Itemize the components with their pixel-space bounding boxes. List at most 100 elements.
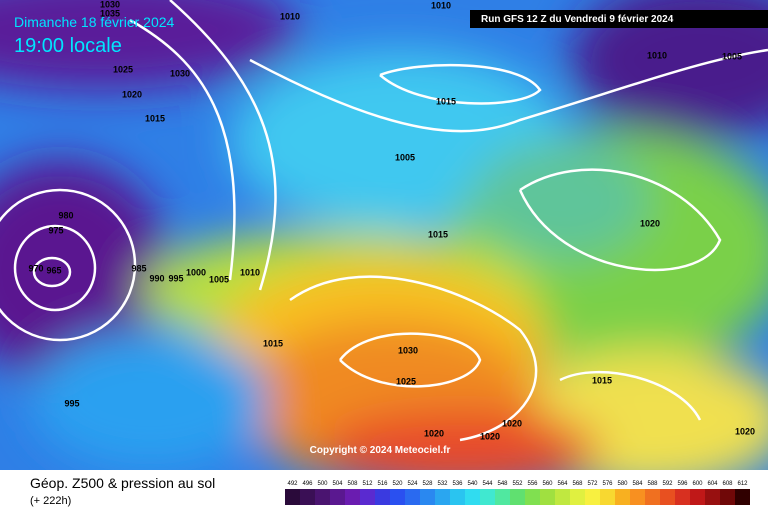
run-info: Run GFS 12 Z du Vendredi 9 février 2024 xyxy=(481,14,674,25)
legend-swatch xyxy=(435,489,450,505)
isobar-label: 1010 xyxy=(280,11,300,21)
isobar-label: 990 xyxy=(149,273,164,283)
legend-label: 564 xyxy=(557,481,568,487)
legend-swatch xyxy=(540,489,555,505)
forecast-time: 19:00 locale xyxy=(14,35,122,57)
legend-label: 580 xyxy=(617,481,628,487)
isobar-label: 1010 xyxy=(240,267,260,277)
isobar-label: 1000 xyxy=(186,267,206,277)
isobar-label: 1035 xyxy=(100,8,120,18)
isobar-label: 1015 xyxy=(436,96,456,106)
isobar-label: 1015 xyxy=(145,113,165,123)
isobar-label: 1025 xyxy=(113,64,133,74)
isobar-label: 1010 xyxy=(647,50,667,60)
legend-label: 544 xyxy=(482,481,493,487)
isobar-label: 1030 xyxy=(398,345,418,355)
legend-swatch xyxy=(420,489,435,505)
legend-swatch xyxy=(375,489,390,505)
legend-swatch xyxy=(315,489,330,505)
isobar-label: 1030 xyxy=(100,0,120,9)
isobar-label: 1010 xyxy=(431,0,451,10)
legend-label: 532 xyxy=(437,481,448,487)
legend-swatch xyxy=(360,489,375,505)
legend-label: 584 xyxy=(632,481,643,487)
legend-swatch xyxy=(600,489,615,505)
isobar-label: 1025 xyxy=(396,376,416,386)
isobar-label: 995 xyxy=(168,273,183,283)
legend-swatch xyxy=(555,489,570,505)
legend-swatch xyxy=(735,489,750,505)
legend-label: 536 xyxy=(452,481,463,487)
legend-label: 604 xyxy=(707,481,718,487)
legend-swatch xyxy=(300,489,315,505)
copyright: Copyright © 2024 Meteociel.fr xyxy=(310,445,451,456)
legend-swatch xyxy=(645,489,660,505)
legend-label: 528 xyxy=(422,481,433,487)
isobar-label: 1015 xyxy=(263,338,283,348)
legend-label: 560 xyxy=(542,481,553,487)
legend-swatch xyxy=(525,489,540,505)
isobar-label: 1005 xyxy=(722,51,742,61)
legend-swatch xyxy=(630,489,645,505)
isobar-label: 1020 xyxy=(424,428,444,438)
legend-label: 572 xyxy=(587,481,598,487)
legend-label: 508 xyxy=(347,481,358,487)
legend-label: 568 xyxy=(572,481,583,487)
legend: 492 496 500 504 508 512 516 520 524 528 532 536 540 5… xyxy=(285,481,750,505)
legend-label: 608 xyxy=(722,481,733,487)
legend-swatch xyxy=(330,489,345,505)
legend-label: 512 xyxy=(362,481,373,487)
isobar-label: 965 xyxy=(46,265,61,275)
legend-swatch xyxy=(705,489,720,505)
legend-swatch xyxy=(690,489,705,505)
isobar-label: 985 xyxy=(131,263,146,273)
legend-label: 492 xyxy=(287,481,298,487)
field xyxy=(0,0,768,470)
isobar-label: 1020 xyxy=(480,431,500,441)
legend-swatch xyxy=(510,489,525,505)
isobar-label: 975 xyxy=(48,225,63,235)
isobar-label: 1030 xyxy=(170,68,190,78)
legend-label: 548 xyxy=(497,481,508,487)
legend-swatch xyxy=(345,489,360,505)
legend-swatch xyxy=(465,489,480,505)
isobar-label: 1015 xyxy=(592,375,612,385)
legend-label: 504 xyxy=(332,481,343,487)
legend-swatch xyxy=(615,489,630,505)
legend-label: 556 xyxy=(527,481,538,487)
isobar-label: 1020 xyxy=(735,426,755,436)
legend-label: 552 xyxy=(512,481,523,487)
legend-label: 612 xyxy=(737,481,748,487)
run-banner xyxy=(470,10,768,28)
legend-label: 496 xyxy=(302,481,313,487)
legend-swatch xyxy=(390,489,405,505)
legend-swatch xyxy=(720,489,735,505)
legend-swatch xyxy=(480,489,495,505)
legend-swatch xyxy=(495,489,510,505)
isobar-label: 970 xyxy=(28,263,43,273)
legend-label: 576 xyxy=(602,481,613,487)
legend-swatch xyxy=(585,489,600,505)
legend-label: 516 xyxy=(377,481,388,487)
legend-swatch xyxy=(450,489,465,505)
isobar-label: 1020 xyxy=(640,218,660,228)
legend-label: 588 xyxy=(647,481,658,487)
legend-swatch xyxy=(675,489,690,505)
isobar-label: 1005 xyxy=(209,274,229,284)
legend-swatch xyxy=(660,489,675,505)
legend-label: 524 xyxy=(407,481,418,487)
legend-label: 592 xyxy=(662,481,673,487)
legend-label: 600 xyxy=(692,481,703,487)
legend-swatch xyxy=(285,489,300,505)
isobar-label: 980 xyxy=(58,210,73,220)
footer-title: Géop. Z500 & pression au sol xyxy=(30,475,215,491)
isobar-label: 1020 xyxy=(122,89,142,99)
isobar-label: 1015 xyxy=(428,229,448,239)
legend-swatch xyxy=(570,489,585,505)
legend-swatch xyxy=(405,489,420,505)
isobar-label: 995 xyxy=(64,398,79,408)
footer-lead: (+ 222h) xyxy=(30,495,71,507)
legend-label: 540 xyxy=(467,481,478,487)
legend-label: 500 xyxy=(317,481,328,487)
